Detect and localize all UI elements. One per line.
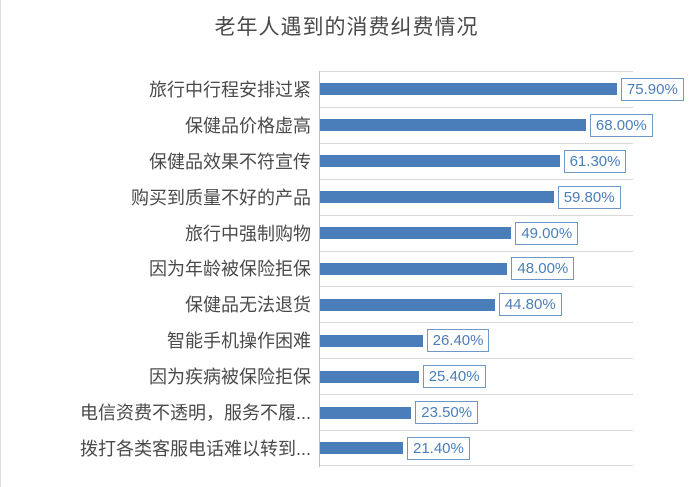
bar[interactable]: [319, 155, 560, 168]
chart-row: 购买到质量不好的产品 59.80%: [1, 178, 633, 215]
value-label: 59.80%: [557, 185, 621, 209]
chart-row: 保健品效果不符宣传 61.30%: [1, 142, 633, 179]
category-label: 旅行中行程安排过紧: [149, 79, 311, 100]
value-label: 49.00%: [515, 221, 579, 245]
bar[interactable]: [319, 334, 423, 347]
bar-track: 44.80%: [319, 286, 633, 322]
chart-title: 老年人遇到的消费纠费情况: [214, 16, 479, 39]
value-label: 21.40%: [406, 436, 470, 460]
bar[interactable]: [319, 262, 508, 275]
value-label: 26.40%: [426, 329, 490, 353]
bar-track: 21.40%: [319, 430, 633, 466]
bar[interactable]: [319, 83, 617, 96]
chart-row: 旅行中强制购物 49.00%: [1, 214, 633, 251]
chart-rows: 旅行中行程安排过紧 75.90% 保健品价格虚高 68.00% 保健品效果不符宣传 61.…: [1, 71, 684, 466]
chart-row: 智能手机操作困难 26.40%: [1, 322, 633, 358]
category-label: 保健品价格虚高: [185, 115, 311, 136]
bar-track: 68.00%: [319, 106, 653, 143]
value-label: 23.50%: [415, 401, 479, 425]
bar[interactable]: [319, 191, 554, 204]
bar-track: 48.00%: [319, 250, 633, 287]
bar[interactable]: [319, 227, 512, 240]
bar[interactable]: [319, 442, 403, 455]
chart-row: 保健品无法退货 44.80%: [1, 286, 633, 322]
category-label: 电信资费不透明，服务不履...: [79, 403, 311, 424]
bar-track: 25.40%: [319, 358, 633, 394]
chart-row: 因为年龄被保险拒保 48.00%: [1, 250, 633, 287]
value-label: 25.40%: [422, 365, 486, 389]
value-label: 68.00%: [589, 113, 653, 137]
bar-track: 75.90%: [319, 71, 684, 107]
value-label: 44.80%: [498, 293, 562, 317]
bar-track: 49.00%: [319, 214, 633, 251]
chart-row: 拨打各类客服电话难以转到... 21.40%: [1, 430, 633, 466]
category-label: 拨打各类客服电话难以转到...: [79, 439, 311, 460]
chart-row: 电信资费不透明，服务不履... 23.50%: [1, 394, 633, 430]
bar-track: 61.30%: [319, 142, 633, 179]
bar[interactable]: [319, 119, 586, 132]
bar-track: 23.50%: [319, 394, 633, 430]
category-label: 保健品无法退货: [185, 295, 311, 316]
value-label: 48.00%: [511, 257, 575, 281]
bar-track: 26.40%: [319, 322, 633, 358]
chart-row: 旅行中行程安排过紧 75.90%: [1, 71, 684, 107]
category-axis-line: [319, 71, 320, 467]
category-label: 因为疾病被保险拒保: [149, 367, 311, 388]
chart-row: 保健品价格虚高 68.00%: [1, 106, 653, 143]
value-label: 75.90%: [620, 77, 684, 101]
bar-track: 59.80%: [319, 178, 633, 215]
value-label: 61.30%: [563, 149, 627, 173]
category-label: 因为年龄被保险拒保: [149, 259, 311, 280]
bar[interactable]: [319, 298, 495, 311]
bar[interactable]: [319, 406, 412, 419]
category-label: 智能手机操作困难: [167, 331, 311, 352]
category-label: 保健品效果不符宣传: [149, 151, 311, 172]
category-label: 购买到质量不好的产品: [131, 187, 311, 208]
chart-row: 因为疾病被保险拒保 25.40%: [1, 358, 633, 394]
bar[interactable]: [319, 370, 419, 383]
category-label: 旅行中强制购物: [185, 223, 311, 244]
